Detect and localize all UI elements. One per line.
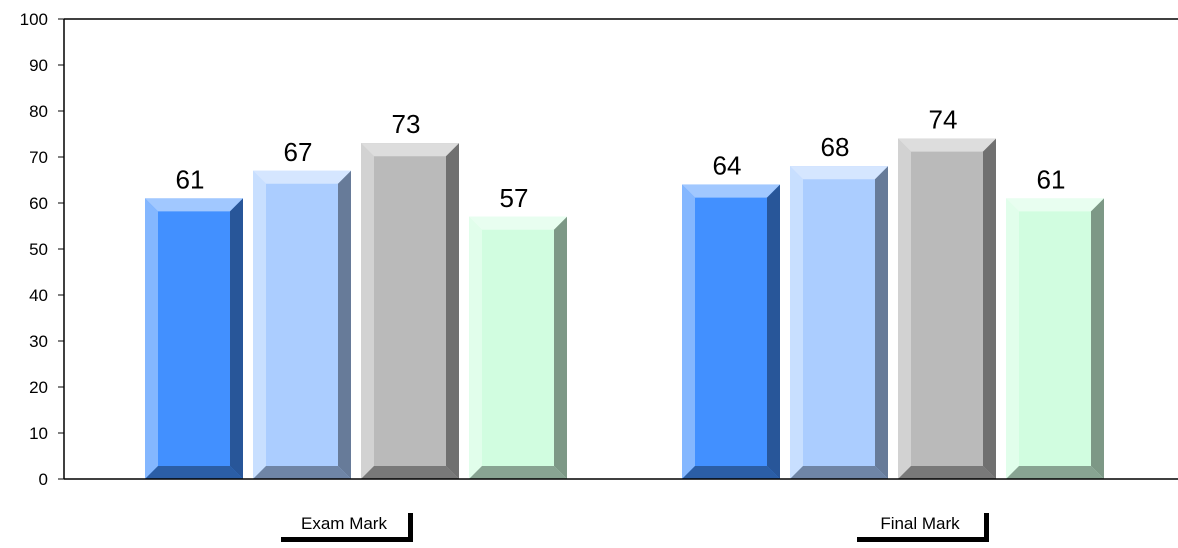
category-label-box: Exam Mark xyxy=(281,513,413,542)
axes-layer xyxy=(63,18,1178,480)
category-label: Final Mark xyxy=(880,514,960,533)
y-tick-label: 30 xyxy=(29,332,48,351)
y-tick-label: 60 xyxy=(29,194,48,213)
y-tick-label: 70 xyxy=(29,148,48,167)
category-label-box: Final Mark xyxy=(857,513,989,542)
y-axis-ticks: 0 10 20 30 40 50 60 70 80 90 100 xyxy=(20,10,64,489)
value-label: 73 xyxy=(392,109,421,139)
bars-layer xyxy=(145,138,1104,480)
bar-exam-mark-series-2 xyxy=(253,170,351,480)
value-label: 64 xyxy=(713,151,742,181)
bar-exam-mark-series-1 xyxy=(145,198,243,479)
y-tick-label: 10 xyxy=(29,424,48,443)
value-label: 61 xyxy=(176,164,205,194)
bar-final-mark-series-3 xyxy=(898,138,996,479)
y-tick-label: 80 xyxy=(29,102,48,121)
value-label: 57 xyxy=(500,183,529,213)
y-tick-label: 100 xyxy=(20,10,48,29)
value-label: 68 xyxy=(821,132,850,162)
y-tick-label: 40 xyxy=(29,286,48,305)
bar-final-mark-series-1 xyxy=(682,184,780,479)
y-tick-label: 0 xyxy=(39,470,48,489)
bar-exam-mark-series-3 xyxy=(361,143,459,479)
category-labels-layer: Exam Mark Final Mark xyxy=(281,513,989,542)
value-label: 61 xyxy=(1037,164,1066,194)
bar-final-mark-series-2 xyxy=(790,166,888,479)
bar-exam-mark-series-4 xyxy=(469,216,567,480)
value-labels-layer: 61 67 73 57 64 68 74 61 xyxy=(176,105,1066,213)
value-label: 74 xyxy=(929,105,958,135)
y-tick-label: 90 xyxy=(29,56,48,75)
y-tick-label: 50 xyxy=(29,240,48,259)
y-tick-label: 20 xyxy=(29,378,48,397)
category-label: Exam Mark xyxy=(301,514,387,533)
bar-final-mark-series-4 xyxy=(1006,198,1104,479)
value-label: 67 xyxy=(284,137,313,167)
